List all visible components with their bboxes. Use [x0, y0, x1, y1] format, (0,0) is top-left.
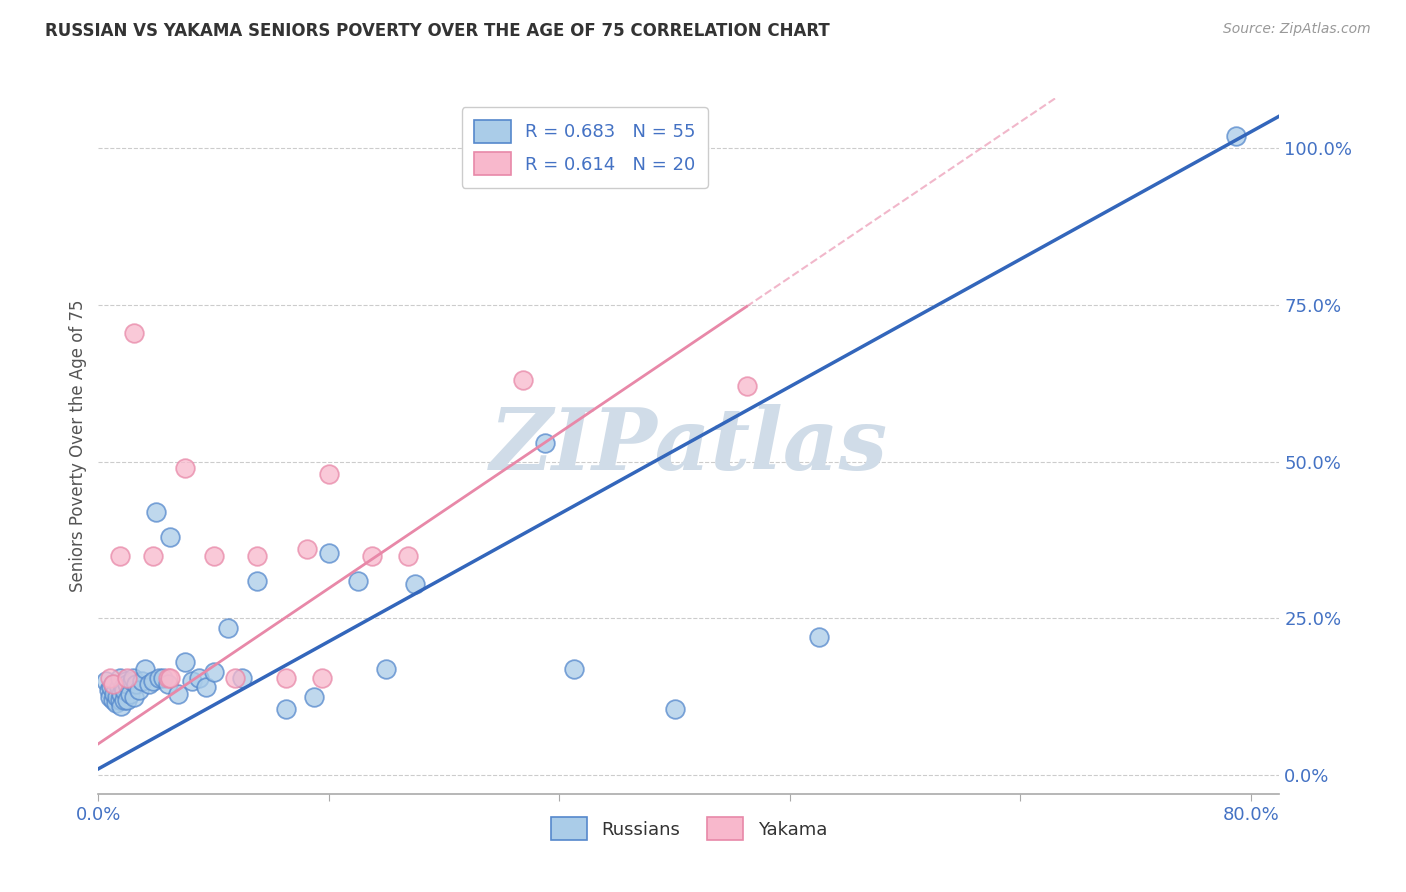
- Point: [346, 574, 368, 588]
- Point: [231, 671, 253, 685]
- Point: [304, 690, 326, 704]
- Point: [101, 677, 124, 691]
- Point: [108, 693, 131, 707]
- Point: [152, 671, 174, 685]
- Point: [108, 671, 131, 685]
- Point: [142, 674, 165, 689]
- Point: [115, 671, 138, 685]
- Point: [105, 690, 128, 704]
- Point: [138, 677, 160, 691]
- Point: [97, 683, 120, 698]
- Point: [110, 699, 132, 714]
- Point: [735, 379, 758, 393]
- Point: [107, 681, 129, 695]
- Point: [181, 674, 204, 689]
- Point: [120, 687, 142, 701]
- Point: [159, 530, 181, 544]
- Point: [173, 655, 195, 669]
- Point: [122, 671, 145, 685]
- Point: [124, 690, 146, 704]
- Point: [166, 687, 188, 701]
- Point: [124, 326, 146, 341]
- Point: [404, 577, 426, 591]
- Point: [111, 681, 134, 695]
- Point: [94, 674, 117, 689]
- Point: [664, 702, 686, 716]
- Point: [125, 677, 148, 691]
- Point: [534, 435, 557, 450]
- Point: [98, 671, 121, 685]
- Point: [103, 687, 125, 701]
- Point: [159, 671, 181, 685]
- Point: [188, 671, 211, 685]
- Point: [104, 696, 127, 710]
- Point: [148, 671, 170, 685]
- Point: [112, 693, 135, 707]
- Point: [202, 665, 225, 679]
- Text: Source: ZipAtlas.com: Source: ZipAtlas.com: [1223, 22, 1371, 37]
- Point: [512, 373, 534, 387]
- Point: [396, 549, 419, 563]
- Point: [121, 674, 143, 689]
- Point: [115, 693, 138, 707]
- Point: [274, 671, 297, 685]
- Point: [361, 549, 384, 563]
- Point: [128, 683, 150, 698]
- Point: [173, 461, 195, 475]
- Point: [110, 687, 132, 701]
- Text: ZIPatlas: ZIPatlas: [489, 404, 889, 488]
- Y-axis label: Seniors Poverty Over the Age of 75: Seniors Poverty Over the Age of 75: [69, 300, 87, 592]
- Point: [98, 690, 121, 704]
- Point: [1225, 128, 1247, 143]
- Point: [311, 671, 333, 685]
- Point: [246, 549, 269, 563]
- Point: [134, 661, 156, 675]
- Point: [101, 677, 124, 691]
- Point: [145, 505, 167, 519]
- Point: [318, 467, 340, 482]
- Legend: Russians, Yakama: Russians, Yakama: [544, 810, 834, 847]
- Point: [112, 683, 135, 698]
- Point: [156, 671, 179, 685]
- Point: [100, 681, 122, 695]
- Point: [114, 674, 136, 689]
- Point: [115, 677, 138, 691]
- Point: [297, 542, 319, 557]
- Point: [131, 674, 153, 689]
- Point: [202, 549, 225, 563]
- Point: [101, 693, 124, 707]
- Point: [807, 630, 830, 644]
- Point: [318, 545, 340, 559]
- Text: RUSSIAN VS YAKAMA SENIORS POVERTY OVER THE AGE OF 75 CORRELATION CHART: RUSSIAN VS YAKAMA SENIORS POVERTY OVER T…: [45, 22, 830, 40]
- Point: [217, 621, 239, 635]
- Point: [274, 702, 297, 716]
- Point: [156, 677, 179, 691]
- Point: [108, 549, 131, 563]
- Point: [562, 661, 585, 675]
- Point: [195, 681, 218, 695]
- Point: [246, 574, 269, 588]
- Point: [142, 549, 165, 563]
- Point: [224, 671, 246, 685]
- Point: [375, 661, 398, 675]
